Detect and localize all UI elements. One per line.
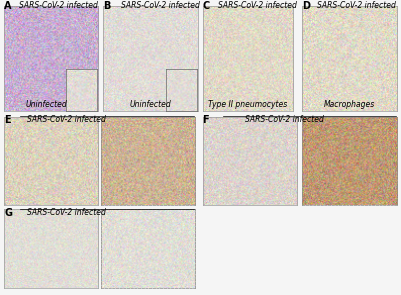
Text: Macrophages: Macrophages [324,100,375,109]
Text: Uninfected: Uninfected [130,100,171,109]
Text: Uninfected: Uninfected [25,100,67,109]
Text: D: D [302,1,310,12]
Text: E: E [4,115,11,125]
Text: SARS-CoV-2 infected: SARS-CoV-2 infected [27,208,105,217]
Text: SARS-CoV-2 infected: SARS-CoV-2 infected [27,115,105,124]
Text: SARS-CoV-2 infected: SARS-CoV-2 infected [19,1,98,11]
Text: F: F [203,115,209,125]
Text: Type II pneumocytes: Type II pneumocytes [208,100,287,109]
Text: G: G [4,208,12,218]
Text: SARS-CoV-2 infected: SARS-CoV-2 infected [218,1,297,11]
Text: SARS-CoV-2 infected: SARS-CoV-2 infected [121,1,200,11]
Text: SARS-CoV-2 infected: SARS-CoV-2 infected [245,115,324,124]
Text: A: A [4,1,12,12]
Text: B: B [103,1,111,12]
Text: SARS-CoV-2 infected: SARS-CoV-2 infected [317,1,396,11]
Text: C: C [203,1,210,12]
